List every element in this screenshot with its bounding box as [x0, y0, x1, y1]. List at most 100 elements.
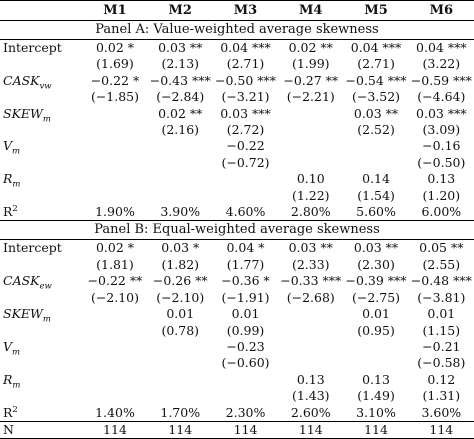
table-row: Rm 0.13 0.13 0.12 — [0, 371, 474, 390]
table-cell — [213, 171, 278, 187]
row-label: Vm — [3, 138, 21, 157]
table-row: Intercept 0.02 * 0.03 * 0.04 * 0.03 ** 0.03 *… — [0, 240, 474, 257]
table-cell — [278, 306, 343, 322]
table-row: (−2.10) (−2.10) (−1.91) (−2.68) (−2.75) (−3.8… — [0, 290, 474, 306]
table-cell: 114 — [343, 421, 409, 439]
panel-title-row: Panel B: Equal-weighted average skewness — [0, 220, 474, 241]
table-cell: 0.03 *** — [416, 105, 467, 121]
table-cell — [82, 355, 147, 371]
header-cell-m3: M3 — [212, 0, 279, 21]
table-cell: (−1.85) — [90, 89, 139, 105]
table-cell: −0.59 *** — [410, 72, 472, 88]
table-cell: −0.33 *** — [280, 273, 342, 289]
table-cell: 0.02 * — [95, 240, 134, 256]
row-label — [0, 89, 82, 105]
table-cell: (−0.58) — [417, 355, 466, 371]
row-label: N — [0, 421, 83, 439]
table-row: Vm −0.23 −0.21 — [0, 338, 474, 358]
table-cell: 0.01 — [362, 306, 390, 322]
row-label — [0, 155, 82, 171]
table-cell: 0.13 — [362, 371, 390, 387]
table-cell — [213, 388, 278, 404]
table-cell: (2.33) — [291, 256, 330, 272]
table-row: SKEWm 0.02 ** 0.03 *** 0.03 ** 0.03 *** — [0, 105, 474, 124]
table-row: (1.81) (1.82) (1.77) (2.33) (2.30) (2.55) — [0, 257, 474, 273]
row-label: R2 — [0, 204, 83, 222]
row-label: SKEWm — [3, 306, 51, 325]
table-cell: (−0.72) — [221, 154, 270, 170]
header-cell-m5: M5 — [343, 0, 409, 21]
table-cell: 3.10% — [343, 404, 409, 422]
table-cell: (−3.21) — [221, 89, 270, 105]
table-cell: 2.80% — [278, 204, 344, 222]
table-cell — [278, 106, 343, 122]
row-label: Vm — [3, 338, 21, 358]
table-cell: 0.03 ** — [158, 40, 203, 55]
table-cell: −0.26 ** — [152, 273, 208, 289]
table-cell: (2.30) — [357, 256, 395, 272]
table-cell: (1.54) — [357, 187, 395, 203]
table-cell — [148, 138, 213, 154]
table-cell: (2.71) — [226, 56, 265, 72]
table-cell: (2.16) — [161, 122, 200, 138]
table-cell: (2.72) — [226, 122, 265, 138]
table-cell: 2.30% — [212, 404, 279, 422]
table-row: CASKvw −0.22 * −0.43 *** −0.50 *** −0.27 ** −… — [0, 72, 474, 91]
table-cell: (1.81) — [96, 256, 134, 272]
table-cell: (1.49) — [357, 388, 395, 404]
table-cell — [213, 372, 278, 388]
table-cell — [82, 306, 147, 322]
table-cell — [278, 355, 343, 371]
table-cell — [278, 323, 343, 339]
table-cell: 0.03 ** — [288, 240, 333, 256]
table-cell: 0.04 *** — [220, 40, 271, 55]
table-cell: 0.12 — [427, 371, 456, 387]
table-cell — [82, 171, 147, 187]
table-cell — [82, 138, 147, 154]
table-cell: (2.13) — [161, 56, 200, 72]
table-cell: −0.22 — [226, 138, 265, 154]
table-cell: 4.60% — [212, 204, 279, 222]
table-cell: 114 — [212, 421, 279, 439]
table-row: CASKew −0.22 ** −0.26 ** −0.36 * −0.33 *** −0… — [0, 273, 474, 291]
table-cell: (−0.60) — [221, 355, 270, 371]
table-cell: 0.02 ** — [158, 105, 203, 121]
table-cell: (−2.21) — [286, 89, 335, 105]
table-cell: 0.03 *** — [220, 105, 271, 121]
table-cell: 0.03 ** — [353, 105, 399, 121]
table-cell: 114 — [82, 421, 148, 439]
table-row: (−0.72) (−0.50) — [0, 155, 474, 171]
row-label: Intercept — [3, 240, 62, 256]
table-cell: (1.43) — [291, 388, 330, 404]
table-cell — [82, 323, 147, 339]
table-cell — [82, 122, 147, 138]
table-cell: (−2.10) — [156, 289, 205, 305]
table-cell: −0.36 * — [221, 273, 270, 289]
panel-title: Panel A: Value-weighted average skewness — [0, 20, 474, 40]
table-cell: 0.13 — [296, 371, 325, 387]
table-row: (1.43) (1.49) (1.31) — [0, 388, 474, 404]
table-cell: (1.82) — [161, 256, 200, 272]
table-cell — [82, 155, 147, 171]
table-cell: 0.03 * — [161, 240, 200, 256]
table-cell: (−2.10) — [90, 289, 139, 305]
header-row: M1 M2 M3 M4 M5 M6 — [0, 0, 474, 21]
table-row: (2.16) (2.72) (2.52) (3.09) — [0, 122, 474, 138]
row-label — [0, 355, 82, 371]
table-row: R2 1.40% 1.70% 2.30% 2.60% 3.10% 3.60% — [0, 404, 474, 422]
panel-title: Panel B: Equal-weighted average skewness — [0, 220, 474, 241]
table-row: Rm 0.10 0.14 0.13 — [0, 171, 474, 189]
table-cell: (1.99) — [291, 56, 330, 72]
table-cell: 0.02 * — [95, 40, 134, 55]
table-cell: (−2.75) — [352, 289, 401, 305]
table-cell: (1.69) — [96, 56, 134, 72]
header-cell-blank — [0, 0, 83, 21]
table-cell: 114 — [147, 421, 213, 439]
table-cell: −0.54 *** — [345, 72, 407, 88]
table-cell — [148, 155, 213, 171]
table-cell: 0.05 ** — [419, 240, 464, 256]
table-row: (1.22) (1.54) (1.20) — [0, 188, 474, 204]
table-cell: 0.13 — [427, 171, 456, 187]
header-cell-m1: M1 — [82, 0, 148, 21]
table-cell — [343, 138, 408, 154]
